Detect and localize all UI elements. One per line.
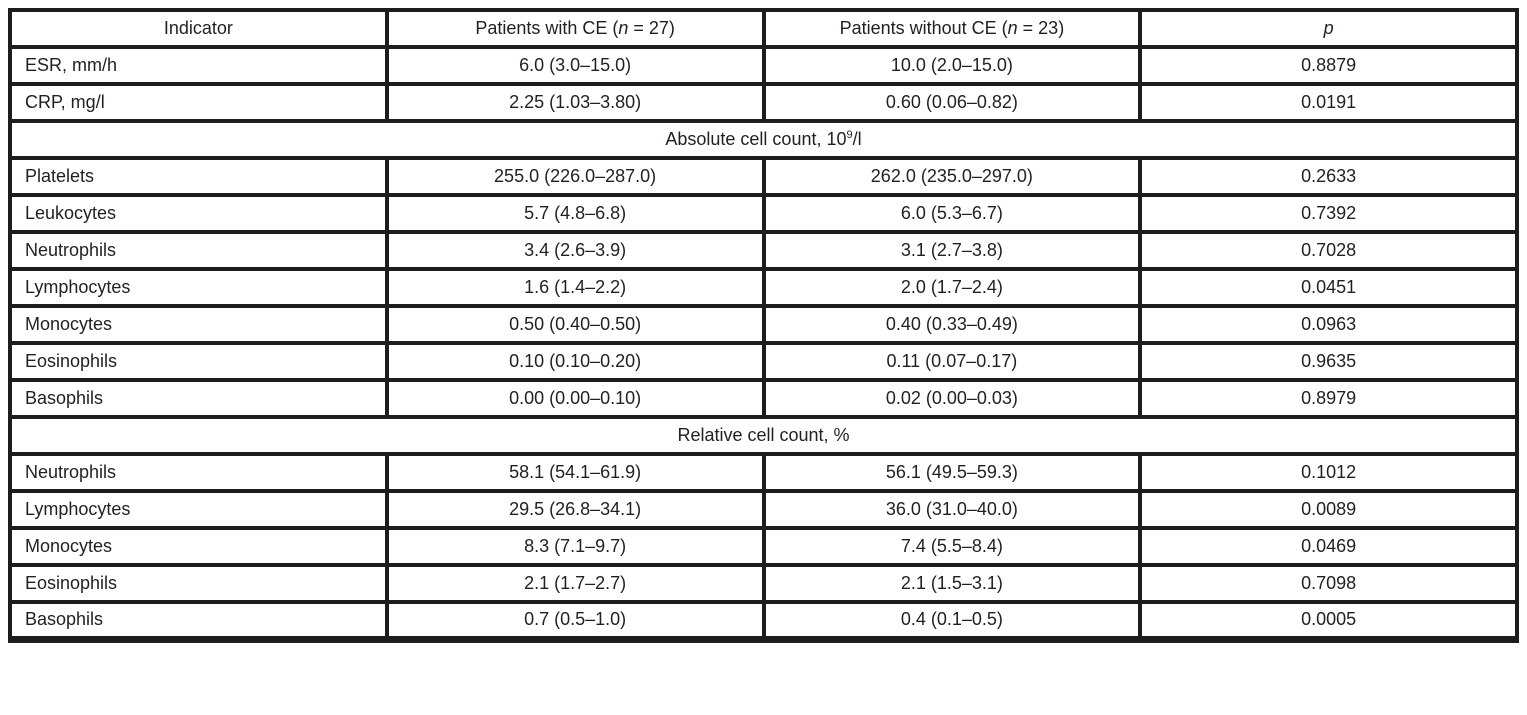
table-row: Leukocytes 5.7 (4.8–6.8) 6.0 (5.3–6.7) 0.73…: [8, 193, 1519, 234]
header-italic-text: n: [1007, 17, 1018, 38]
section-row: Relative cell count, %: [8, 415, 1519, 456]
with-ce-value-cell: 6.0 (3.0–15.0): [384, 45, 766, 86]
with-ce-value-cell: 3.4 (2.6–3.9): [384, 230, 766, 271]
column-header-0: Indicator: [8, 8, 389, 49]
table-row: Neutrophils 3.4 (2.6–3.9) 3.1 (2.7–3.8) 0.7…: [8, 230, 1519, 271]
indicator-cell: Eosinophils: [8, 563, 389, 604]
table-body: ESR, mm/h 6.0 (3.0–15.0) 10.0 (2.0–15.0) 0.…: [8, 45, 1519, 641]
table-header: Indicator Patients with CE (n = 27) Patien…: [8, 8, 1519, 49]
with-ce-value-cell: 58.1 (54.1–61.9): [384, 452, 766, 493]
without-ce-value-cell: 0.60 (0.06–0.82): [761, 82, 1143, 123]
indicator-cell: CRP, mg/l: [8, 82, 389, 123]
p-value-cell: 0.0963: [1138, 304, 1519, 345]
p-value-cell: 0.7392: [1138, 193, 1519, 234]
header-text: = 27): [628, 17, 675, 38]
without-ce-value-cell: 0.02 (0.00–0.03): [761, 378, 1143, 419]
section-row: Absolute cell count, 109/l: [8, 119, 1519, 160]
indicator-cell: Lymphocytes: [8, 267, 389, 308]
indicator-cell: Neutrophils: [8, 230, 389, 271]
p-value-cell: 0.2633: [1138, 156, 1519, 197]
section-text: Absolute cell count, 10: [665, 128, 847, 149]
with-ce-value-cell: 1.6 (1.4–2.2): [384, 267, 766, 308]
column-header-2: Patients without CE (n = 23): [761, 8, 1143, 49]
column-header-1: Patients with CE (n = 27): [384, 8, 766, 49]
table-row: Monocytes 0.50 (0.40–0.50) 0.40 (0.33–0.49…: [8, 304, 1519, 345]
paper-table-page: Indicator Patients with CE (n = 27) Patien…: [8, 8, 1519, 643]
indicator-cell: Basophils: [8, 600, 389, 641]
table-row: Lymphocytes 1.6 (1.4–2.2) 2.0 (1.7–2.4) 0.0…: [8, 267, 1519, 308]
indicator-cell: ESR, mm/h: [8, 45, 389, 86]
with-ce-value-cell: 2.1 (1.7–2.7): [384, 563, 766, 604]
with-ce-value-cell: 8.3 (7.1–9.7): [384, 526, 766, 567]
without-ce-value-cell: 56.1 (49.5–59.3): [761, 452, 1143, 493]
header-italic-text: n: [618, 17, 629, 38]
header-italic-text: p: [1323, 17, 1334, 38]
with-ce-value-cell: 29.5 (26.8–34.1): [384, 489, 766, 530]
section-text: Relative cell count, %: [677, 424, 850, 445]
indicator-cell: Platelets: [8, 156, 389, 197]
with-ce-value-cell: 0.10 (0.10–0.20): [384, 341, 766, 382]
header-row: Indicator Patients with CE (n = 27) Patien…: [8, 8, 1519, 49]
with-ce-value-cell: 0.50 (0.40–0.50): [384, 304, 766, 345]
without-ce-value-cell: 0.40 (0.33–0.49): [761, 304, 1143, 345]
with-ce-value-cell: 2.25 (1.03–3.80): [384, 82, 766, 123]
table-row: Monocytes 8.3 (7.1–9.7) 7.4 (5.5–8.4) 0.046…: [8, 526, 1519, 567]
table-row: Neutrophils 58.1 (54.1–61.9) 56.1 (49.5–59…: [8, 452, 1519, 493]
p-value-cell: 0.0191: [1138, 82, 1519, 123]
indicator-cell: Basophils: [8, 378, 389, 419]
without-ce-value-cell: 3.1 (2.7–3.8): [761, 230, 1143, 271]
without-ce-value-cell: 2.1 (1.5–3.1): [761, 563, 1143, 604]
section-text: /l: [852, 128, 862, 149]
p-value-cell: 0.8979: [1138, 378, 1519, 419]
lab-results-table: Indicator Patients with CE (n = 27) Patien…: [8, 8, 1519, 643]
p-value-cell: 0.0469: [1138, 526, 1519, 567]
table-row: Eosinophils 2.1 (1.7–2.7) 2.1 (1.5–3.1) 0.7…: [8, 563, 1519, 604]
without-ce-value-cell: 36.0 (31.0–40.0): [761, 489, 1143, 530]
without-ce-value-cell: 2.0 (1.7–2.4): [761, 267, 1143, 308]
header-text: Patients without CE (: [839, 17, 1008, 38]
with-ce-value-cell: 0.00 (0.00–0.10): [384, 378, 766, 419]
section-superscript: 9: [846, 128, 853, 141]
p-value-cell: 0.1012: [1138, 452, 1519, 493]
indicator-cell: Leukocytes: [8, 193, 389, 234]
without-ce-value-cell: 6.0 (5.3–6.7): [761, 193, 1143, 234]
indicator-cell: Monocytes: [8, 526, 389, 567]
p-value-cell: 0.0089: [1138, 489, 1519, 530]
without-ce-value-cell: 7.4 (5.5–8.4): [761, 526, 1143, 567]
without-ce-value-cell: 262.0 (235.0–297.0): [761, 156, 1143, 197]
table-row: Basophils 0.7 (0.5–1.0) 0.4 (0.1–0.5) 0.000…: [8, 600, 1519, 641]
table-row: ESR, mm/h 6.0 (3.0–15.0) 10.0 (2.0–15.0) 0.…: [8, 45, 1519, 86]
without-ce-value-cell: 0.4 (0.1–0.5): [761, 600, 1143, 641]
without-ce-value-cell: 10.0 (2.0–15.0): [761, 45, 1143, 86]
table-row: CRP, mg/l 2.25 (1.03–3.80) 0.60 (0.06–0.82…: [8, 82, 1519, 123]
header-text: Patients with CE (: [475, 17, 619, 38]
p-value-cell: 0.7028: [1138, 230, 1519, 271]
header-text: = 23): [1017, 17, 1065, 38]
without-ce-value-cell: 0.11 (0.07–0.17): [761, 341, 1143, 382]
table-row: Basophils 0.00 (0.00–0.10) 0.02 (0.00–0.03…: [8, 378, 1519, 419]
with-ce-value-cell: 5.7 (4.8–6.8): [384, 193, 766, 234]
indicator-cell: Eosinophils: [8, 341, 389, 382]
p-value-cell: 0.9635: [1138, 341, 1519, 382]
indicator-cell: Lymphocytes: [8, 489, 389, 530]
table-row: Lymphocytes 29.5 (26.8–34.1) 36.0 (31.0–40…: [8, 489, 1519, 530]
indicator-cell: Neutrophils: [8, 452, 389, 493]
column-header-3: p: [1138, 8, 1519, 49]
p-value-cell: 0.8879: [1138, 45, 1519, 86]
header-text: Indicator: [163, 17, 233, 38]
section-label: Absolute cell count, 109/l: [8, 119, 1519, 160]
table-row: Eosinophils 0.10 (0.10–0.20) 0.11 (0.07–0.…: [8, 341, 1519, 382]
p-value-cell: 0.7098: [1138, 563, 1519, 604]
section-label: Relative cell count, %: [8, 415, 1519, 456]
table-row: Platelets 255.0 (226.0–287.0) 262.0 (235.0…: [8, 156, 1519, 197]
p-value-cell: 0.0451: [1138, 267, 1519, 308]
p-value-cell: 0.0005: [1138, 600, 1519, 641]
with-ce-value-cell: 255.0 (226.0–287.0): [384, 156, 766, 197]
indicator-cell: Monocytes: [8, 304, 389, 345]
with-ce-value-cell: 0.7 (0.5–1.0): [384, 600, 766, 641]
